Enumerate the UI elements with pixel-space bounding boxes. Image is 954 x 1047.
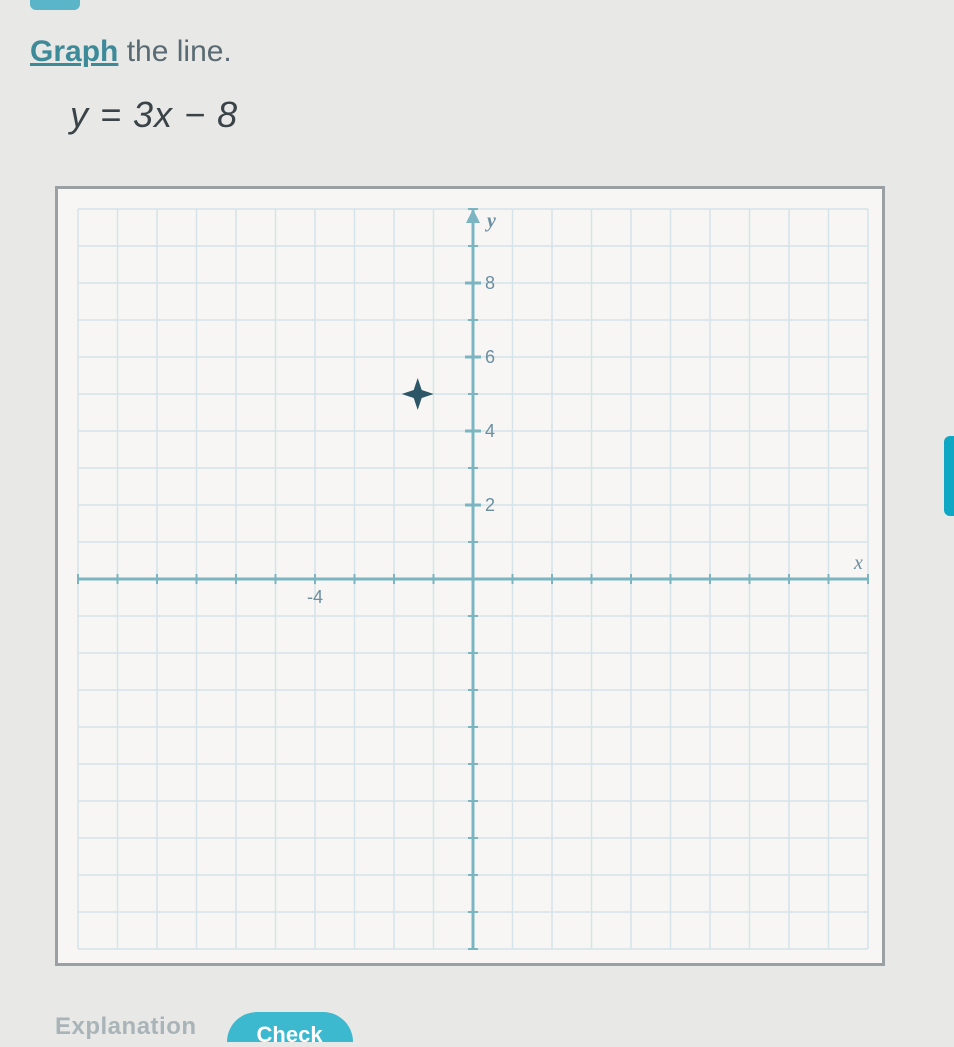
svg-text:4: 4: [485, 421, 495, 441]
instruction-link[interactable]: Graph: [30, 35, 118, 68]
svg-text:x: x: [853, 552, 863, 574]
svg-text:-4: -4: [307, 587, 323, 607]
question-badge: [30, 0, 80, 10]
svg-text:2: 2: [485, 495, 495, 515]
svg-text:8: 8: [485, 273, 495, 293]
instruction-rest: the line.: [118, 35, 231, 68]
svg-text:y: y: [485, 210, 496, 232]
cartesian-grid[interactable]: 8 6 4 2 -4 y x: [58, 189, 885, 966]
instruction-text: Graph the line.: [30, 35, 924, 69]
tool-panel-tab[interactable]: [944, 436, 954, 516]
page-container: Graph the line. y = 3x − 8 8 6 4 2 -4 y x: [0, 0, 954, 966]
check-button[interactable]: Check: [227, 1012, 353, 1042]
svg-text:6: 6: [485, 347, 495, 367]
explanation-button[interactable]: Explanation: [55, 1013, 197, 1041]
equation-text: y = 3x − 8: [70, 94, 924, 136]
action-row: Explanation Check: [55, 1012, 353, 1042]
graph-wrapper: 8 6 4 2 -4 y x: [55, 186, 924, 966]
graph-canvas[interactable]: 8 6 4 2 -4 y x: [55, 186, 885, 966]
